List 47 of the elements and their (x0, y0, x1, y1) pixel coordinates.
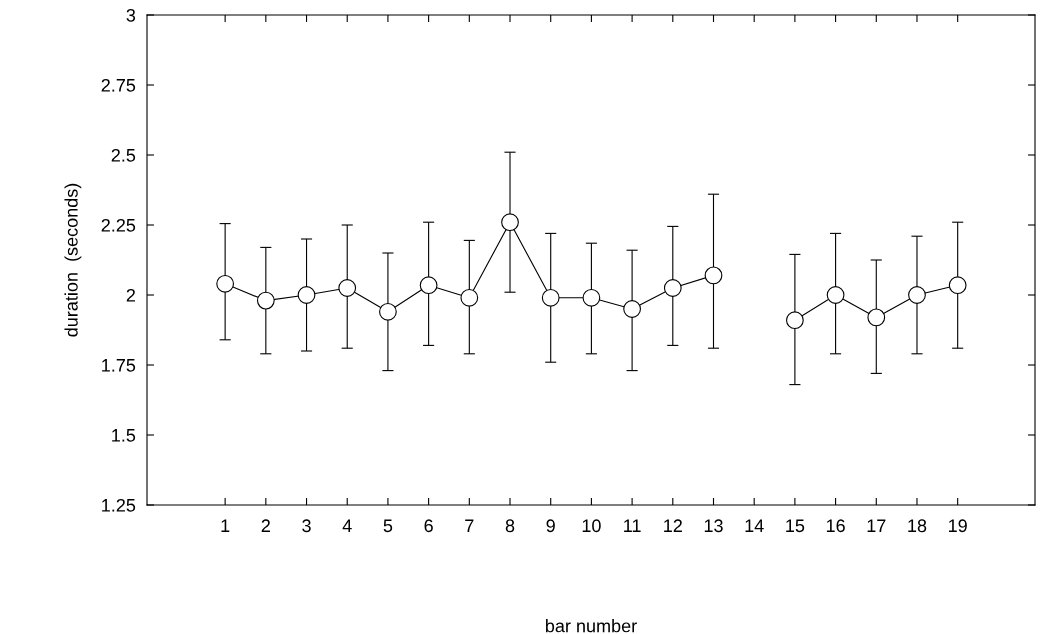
point (338, 279, 357, 297)
x-tick-label: 14 (745, 519, 764, 532)
point (256, 291, 275, 310)
point (867, 308, 886, 327)
x-tick-label: 19 (949, 519, 967, 533)
y-tick-label: 2.5 (111, 148, 136, 162)
y-tick-label: 1.5 (112, 429, 136, 442)
x-tick-label: 13 (704, 519, 723, 533)
x-tick-label: 3 (302, 519, 311, 533)
point (948, 276, 967, 295)
x-tick-label: 5 (383, 519, 393, 533)
y-tick-label: 2.25 (101, 218, 136, 232)
y-tick-label: 1.75 (102, 359, 136, 372)
point (704, 266, 723, 285)
x-tick-label: 17 (867, 519, 886, 532)
x-tick-label: 2 (261, 519, 270, 532)
y-tick-label: 2 (126, 288, 135, 302)
x-tick-label: 8 (505, 519, 515, 533)
x-tick-label: 15 (786, 519, 805, 533)
point (623, 300, 641, 318)
point (460, 288, 479, 307)
x-tick-label: 18 (908, 519, 927, 533)
x-tick-label: 16 (826, 519, 845, 533)
x-axis-title: bar number (546, 619, 637, 633)
point (297, 286, 316, 304)
point (663, 279, 682, 297)
y-axis-title: duration (seconds) (64, 183, 82, 337)
x-tick-label: 6 (424, 519, 433, 533)
point (501, 213, 519, 232)
point (786, 311, 804, 330)
x-tick-label: 4 (342, 519, 352, 532)
x-tick-label: 1 (221, 519, 230, 532)
y-tick-label: 1.25 (102, 498, 136, 512)
point (379, 302, 397, 321)
x-tick-label: 12 (664, 519, 682, 532)
x-tick-label: 11 (624, 519, 641, 532)
point (216, 274, 235, 293)
y-tick-label: 2.75 (101, 78, 136, 92)
point (582, 288, 601, 307)
point (826, 286, 845, 304)
point (419, 276, 438, 295)
point (541, 288, 560, 307)
x-tick-label: 7 (465, 519, 474, 532)
x-tick-label: 10 (582, 519, 601, 533)
point (908, 286, 926, 304)
x-tick-label: 9 (546, 519, 555, 533)
y-tick-label: 3 (126, 8, 136, 22)
